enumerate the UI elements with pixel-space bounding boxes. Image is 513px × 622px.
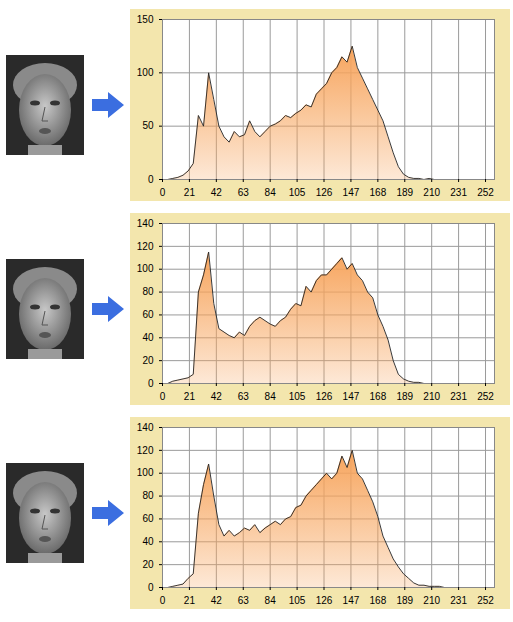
svg-text:40: 40	[142, 536, 154, 547]
svg-text:42: 42	[211, 595, 223, 606]
svg-text:84: 84	[265, 187, 277, 198]
svg-text:189: 189	[396, 187, 413, 198]
svg-text:126: 126	[316, 187, 333, 198]
svg-text:105: 105	[289, 595, 306, 606]
svg-text:126: 126	[316, 595, 333, 606]
svg-text:80: 80	[142, 286, 154, 297]
svg-text:84: 84	[265, 595, 277, 606]
svg-text:210: 210	[423, 187, 440, 198]
svg-text:168: 168	[370, 187, 387, 198]
svg-text:0: 0	[160, 187, 166, 198]
svg-text:0: 0	[148, 174, 154, 185]
svg-text:147: 147	[343, 391, 360, 402]
svg-text:42: 42	[211, 391, 223, 402]
svg-text:120: 120	[137, 241, 154, 252]
svg-text:252: 252	[477, 595, 494, 606]
svg-text:63: 63	[238, 187, 250, 198]
svg-text:126: 126	[316, 391, 333, 402]
svg-text:147: 147	[343, 595, 360, 606]
svg-text:210: 210	[423, 595, 440, 606]
svg-text:40: 40	[142, 332, 154, 343]
svg-text:147: 147	[343, 187, 360, 198]
svg-text:21: 21	[184, 391, 196, 402]
svg-text:100: 100	[137, 67, 154, 78]
svg-text:84: 84	[265, 391, 277, 402]
svg-text:0: 0	[148, 582, 154, 593]
svg-text:0: 0	[148, 378, 154, 389]
svg-text:20: 20	[142, 355, 154, 366]
svg-text:0: 0	[160, 595, 166, 606]
svg-text:120: 120	[137, 445, 154, 456]
svg-text:231: 231	[450, 391, 467, 402]
svg-text:252: 252	[477, 187, 494, 198]
svg-text:42: 42	[211, 187, 223, 198]
svg-text:21: 21	[184, 187, 196, 198]
svg-text:168: 168	[370, 595, 387, 606]
svg-text:60: 60	[142, 513, 154, 524]
svg-text:0: 0	[160, 391, 166, 402]
svg-text:63: 63	[238, 391, 250, 402]
svg-text:105: 105	[289, 391, 306, 402]
svg-text:60: 60	[142, 309, 154, 320]
svg-text:231: 231	[450, 187, 467, 198]
svg-text:189: 189	[396, 391, 413, 402]
svg-text:189: 189	[396, 595, 413, 606]
svg-text:100: 100	[137, 263, 154, 274]
svg-text:20: 20	[142, 559, 154, 570]
svg-text:140: 140	[137, 218, 154, 229]
svg-text:231: 231	[450, 595, 467, 606]
svg-text:140: 140	[137, 422, 154, 433]
svg-text:210: 210	[423, 391, 440, 402]
svg-text:63: 63	[238, 595, 250, 606]
svg-text:80: 80	[142, 490, 154, 501]
svg-text:105: 105	[289, 187, 306, 198]
svg-text:50: 50	[142, 120, 154, 131]
svg-text:150: 150	[137, 14, 154, 25]
svg-text:21: 21	[184, 595, 196, 606]
svg-text:100: 100	[137, 467, 154, 478]
svg-text:252: 252	[477, 391, 494, 402]
svg-text:168: 168	[370, 391, 387, 402]
